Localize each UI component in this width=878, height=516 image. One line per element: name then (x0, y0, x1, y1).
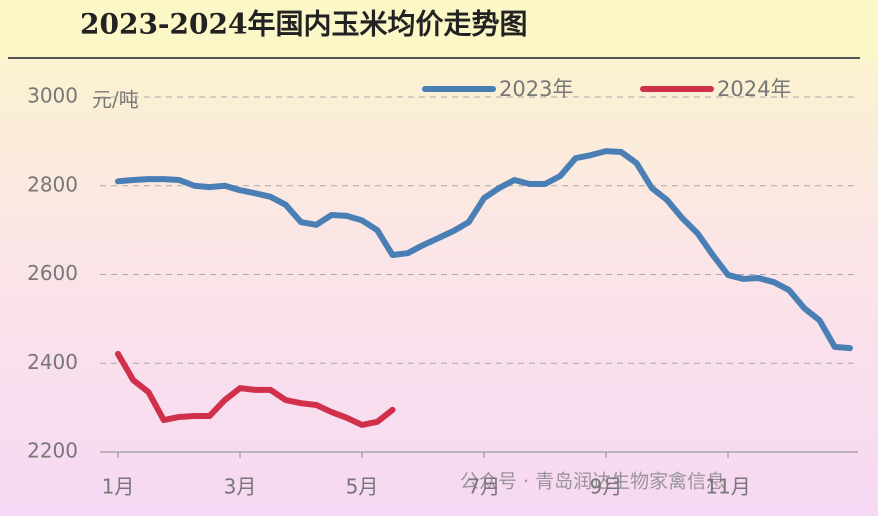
watermark: 公众号 · 青岛润达生物家禽信息 (460, 471, 725, 493)
title-band (0, 0, 878, 58)
y-tick-label: 2200 (27, 439, 78, 463)
y-tick-label: 3000 (27, 84, 78, 108)
x-tick-label: 1月 (102, 475, 135, 499)
x-tick-label: 3月 (224, 475, 257, 499)
y-tick-label: 2600 (27, 261, 78, 285)
x-tick-label: 5月 (346, 475, 379, 499)
legend-label: 2024年 (717, 77, 791, 101)
x-tick-label: 9月 (590, 475, 623, 499)
chart-title: 2023-2024年国内玉米均价走势图 (80, 8, 527, 41)
y-axis-unit: 元/吨 (92, 88, 139, 112)
series-line (115, 148, 853, 352)
series-line (115, 350, 396, 428)
x-tick-label: 11月 (705, 475, 750, 499)
y-tick-label: 2400 (27, 350, 78, 374)
y-tick-label: 2800 (27, 172, 78, 196)
x-tick-label: 7月 (468, 475, 501, 499)
legend-label: 2023年 (499, 77, 573, 101)
